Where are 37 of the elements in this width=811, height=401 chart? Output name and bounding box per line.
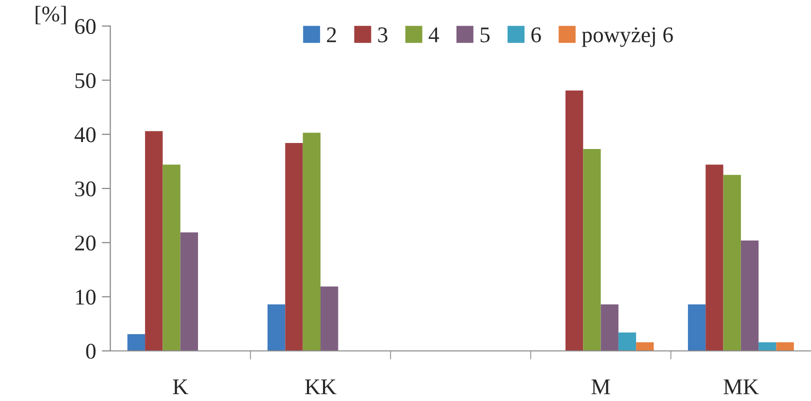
bar [285, 142, 303, 351]
x-tick-label: MK [724, 380, 759, 394]
bar [565, 90, 584, 351]
y-tick-label: 40 [74, 127, 96, 142]
bar [268, 304, 286, 351]
bar [758, 342, 776, 351]
y-tick-label: 50 [75, 73, 96, 88]
x-tick-label: K [172, 380, 188, 394]
legend-label: powyżej 6 [582, 27, 673, 47]
y-tick-label: 30 [75, 181, 96, 196]
bar [302, 132, 321, 351]
bar [320, 286, 338, 351]
legend-label: 2 [327, 27, 336, 42]
bar [180, 232, 198, 351]
bar [723, 174, 741, 351]
legend-label: 3 [378, 27, 388, 42]
bar [740, 240, 759, 351]
y-tick-label: 20 [75, 236, 96, 251]
bar [600, 304, 618, 351]
y-tick-label: 0 [86, 344, 96, 359]
legend-label: 4 [428, 28, 440, 42]
y-axis-title: [%] [36, 6, 66, 24]
x-tick-label: KK [305, 380, 336, 394]
bar [162, 164, 180, 351]
bar [583, 148, 601, 351]
legend-label: 5 [480, 28, 490, 42]
bar [145, 131, 163, 351]
bar [618, 332, 636, 351]
x-tick-label: M [592, 380, 610, 394]
bar [776, 342, 794, 351]
bar [636, 342, 654, 351]
bar [688, 304, 706, 351]
y-tick-label: 60 [75, 18, 96, 34]
y-tick-label: 10 [76, 290, 96, 305]
bar [127, 334, 146, 351]
bar [706, 164, 724, 351]
legend-label: 6 [531, 27, 541, 42]
